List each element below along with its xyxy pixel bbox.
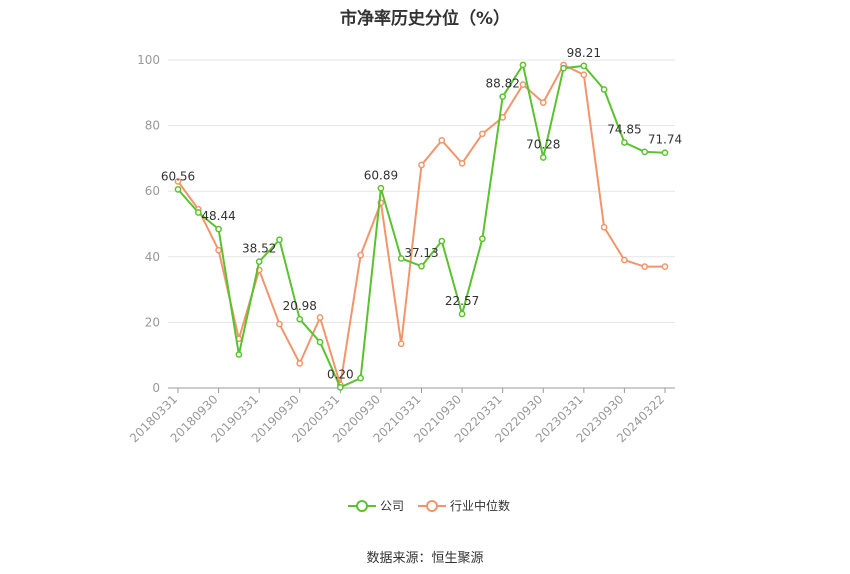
data-point bbox=[539, 154, 547, 161]
data-point bbox=[336, 383, 344, 391]
series-layer bbox=[174, 61, 669, 391]
data-point bbox=[174, 186, 182, 193]
series-line-industry-median bbox=[177, 63, 665, 386]
data-point bbox=[438, 137, 446, 144]
data-point bbox=[580, 71, 588, 79]
data-point bbox=[418, 161, 425, 169]
data-label: 38.52 bbox=[242, 242, 276, 256]
data-point bbox=[600, 223, 608, 231]
data-point bbox=[377, 184, 385, 192]
data-point bbox=[357, 251, 364, 259]
y-tick-label: 80 bbox=[145, 119, 160, 133]
data-point bbox=[357, 374, 364, 382]
y-tick-label: 0 bbox=[152, 381, 160, 395]
data-label: 0.20 bbox=[327, 367, 354, 381]
data-labels: 60.56 48.44 38.52 20.98 0.20 60.89 37.13 22.57 8… bbox=[161, 46, 682, 381]
data-point bbox=[479, 235, 486, 243]
data-label: 60.89 bbox=[364, 168, 398, 182]
data-point bbox=[458, 310, 466, 318]
data-point bbox=[296, 360, 304, 367]
data-point bbox=[641, 263, 649, 270]
data-point bbox=[316, 314, 324, 321]
data-point bbox=[560, 64, 567, 72]
data-point bbox=[580, 62, 588, 70]
data-point bbox=[499, 93, 507, 101]
legend-swatch-marker bbox=[356, 500, 368, 512]
data-point bbox=[215, 246, 222, 254]
data-point bbox=[600, 86, 608, 93]
data-point bbox=[641, 148, 649, 156]
data-point bbox=[235, 351, 243, 358]
data-point bbox=[539, 99, 547, 106]
data-point bbox=[255, 258, 263, 266]
data-label: 70.28 bbox=[526, 137, 560, 151]
data-point bbox=[519, 81, 527, 88]
axes: 0204060801002018033120180930201903312019… bbox=[127, 53, 675, 445]
data-label: 71.74 bbox=[648, 133, 682, 147]
y-tick-label: 100 bbox=[137, 53, 160, 67]
legend-swatch-marker bbox=[426, 500, 438, 512]
data-point bbox=[438, 237, 446, 245]
data-point bbox=[397, 340, 405, 348]
legend[interactable]: 公司 行业中位数 bbox=[348, 498, 510, 513]
data-point bbox=[661, 149, 669, 157]
data-point bbox=[276, 236, 283, 244]
data-point bbox=[276, 320, 283, 328]
data-label: 48.44 bbox=[201, 209, 235, 223]
y-tick-label: 20 bbox=[145, 315, 160, 329]
data-point bbox=[621, 139, 628, 146]
legend-label: 公司 bbox=[380, 499, 404, 513]
data-point bbox=[215, 225, 222, 233]
data-point bbox=[418, 262, 425, 270]
data-point bbox=[194, 209, 202, 216]
data-label: 20.98 bbox=[283, 299, 317, 313]
data-label: 88.82 bbox=[485, 77, 519, 91]
data-point bbox=[316, 338, 324, 346]
data-label: 22.57 bbox=[445, 294, 479, 308]
y-tick-label: 40 bbox=[145, 250, 160, 264]
series-line-company bbox=[177, 63, 666, 389]
data-point bbox=[397, 255, 405, 262]
data-label: 98.21 bbox=[567, 46, 601, 60]
chart-title: 市净率历史分位（%） bbox=[339, 9, 511, 29]
data-point bbox=[458, 159, 466, 167]
data-point bbox=[296, 315, 304, 323]
data-label: 37.13 bbox=[404, 246, 438, 260]
data-label: 60.56 bbox=[161, 169, 195, 183]
data-label: 74.85 bbox=[607, 122, 641, 136]
data-point bbox=[621, 256, 628, 264]
legend-label: 行业中位数 bbox=[450, 498, 510, 513]
source-note: 数据来源：恒生聚源 bbox=[366, 551, 484, 566]
data-point bbox=[661, 263, 669, 270]
data-point bbox=[479, 130, 486, 138]
data-point bbox=[174, 178, 182, 185]
data-point bbox=[519, 61, 527, 69]
y-tick-label: 60 bbox=[145, 184, 160, 198]
